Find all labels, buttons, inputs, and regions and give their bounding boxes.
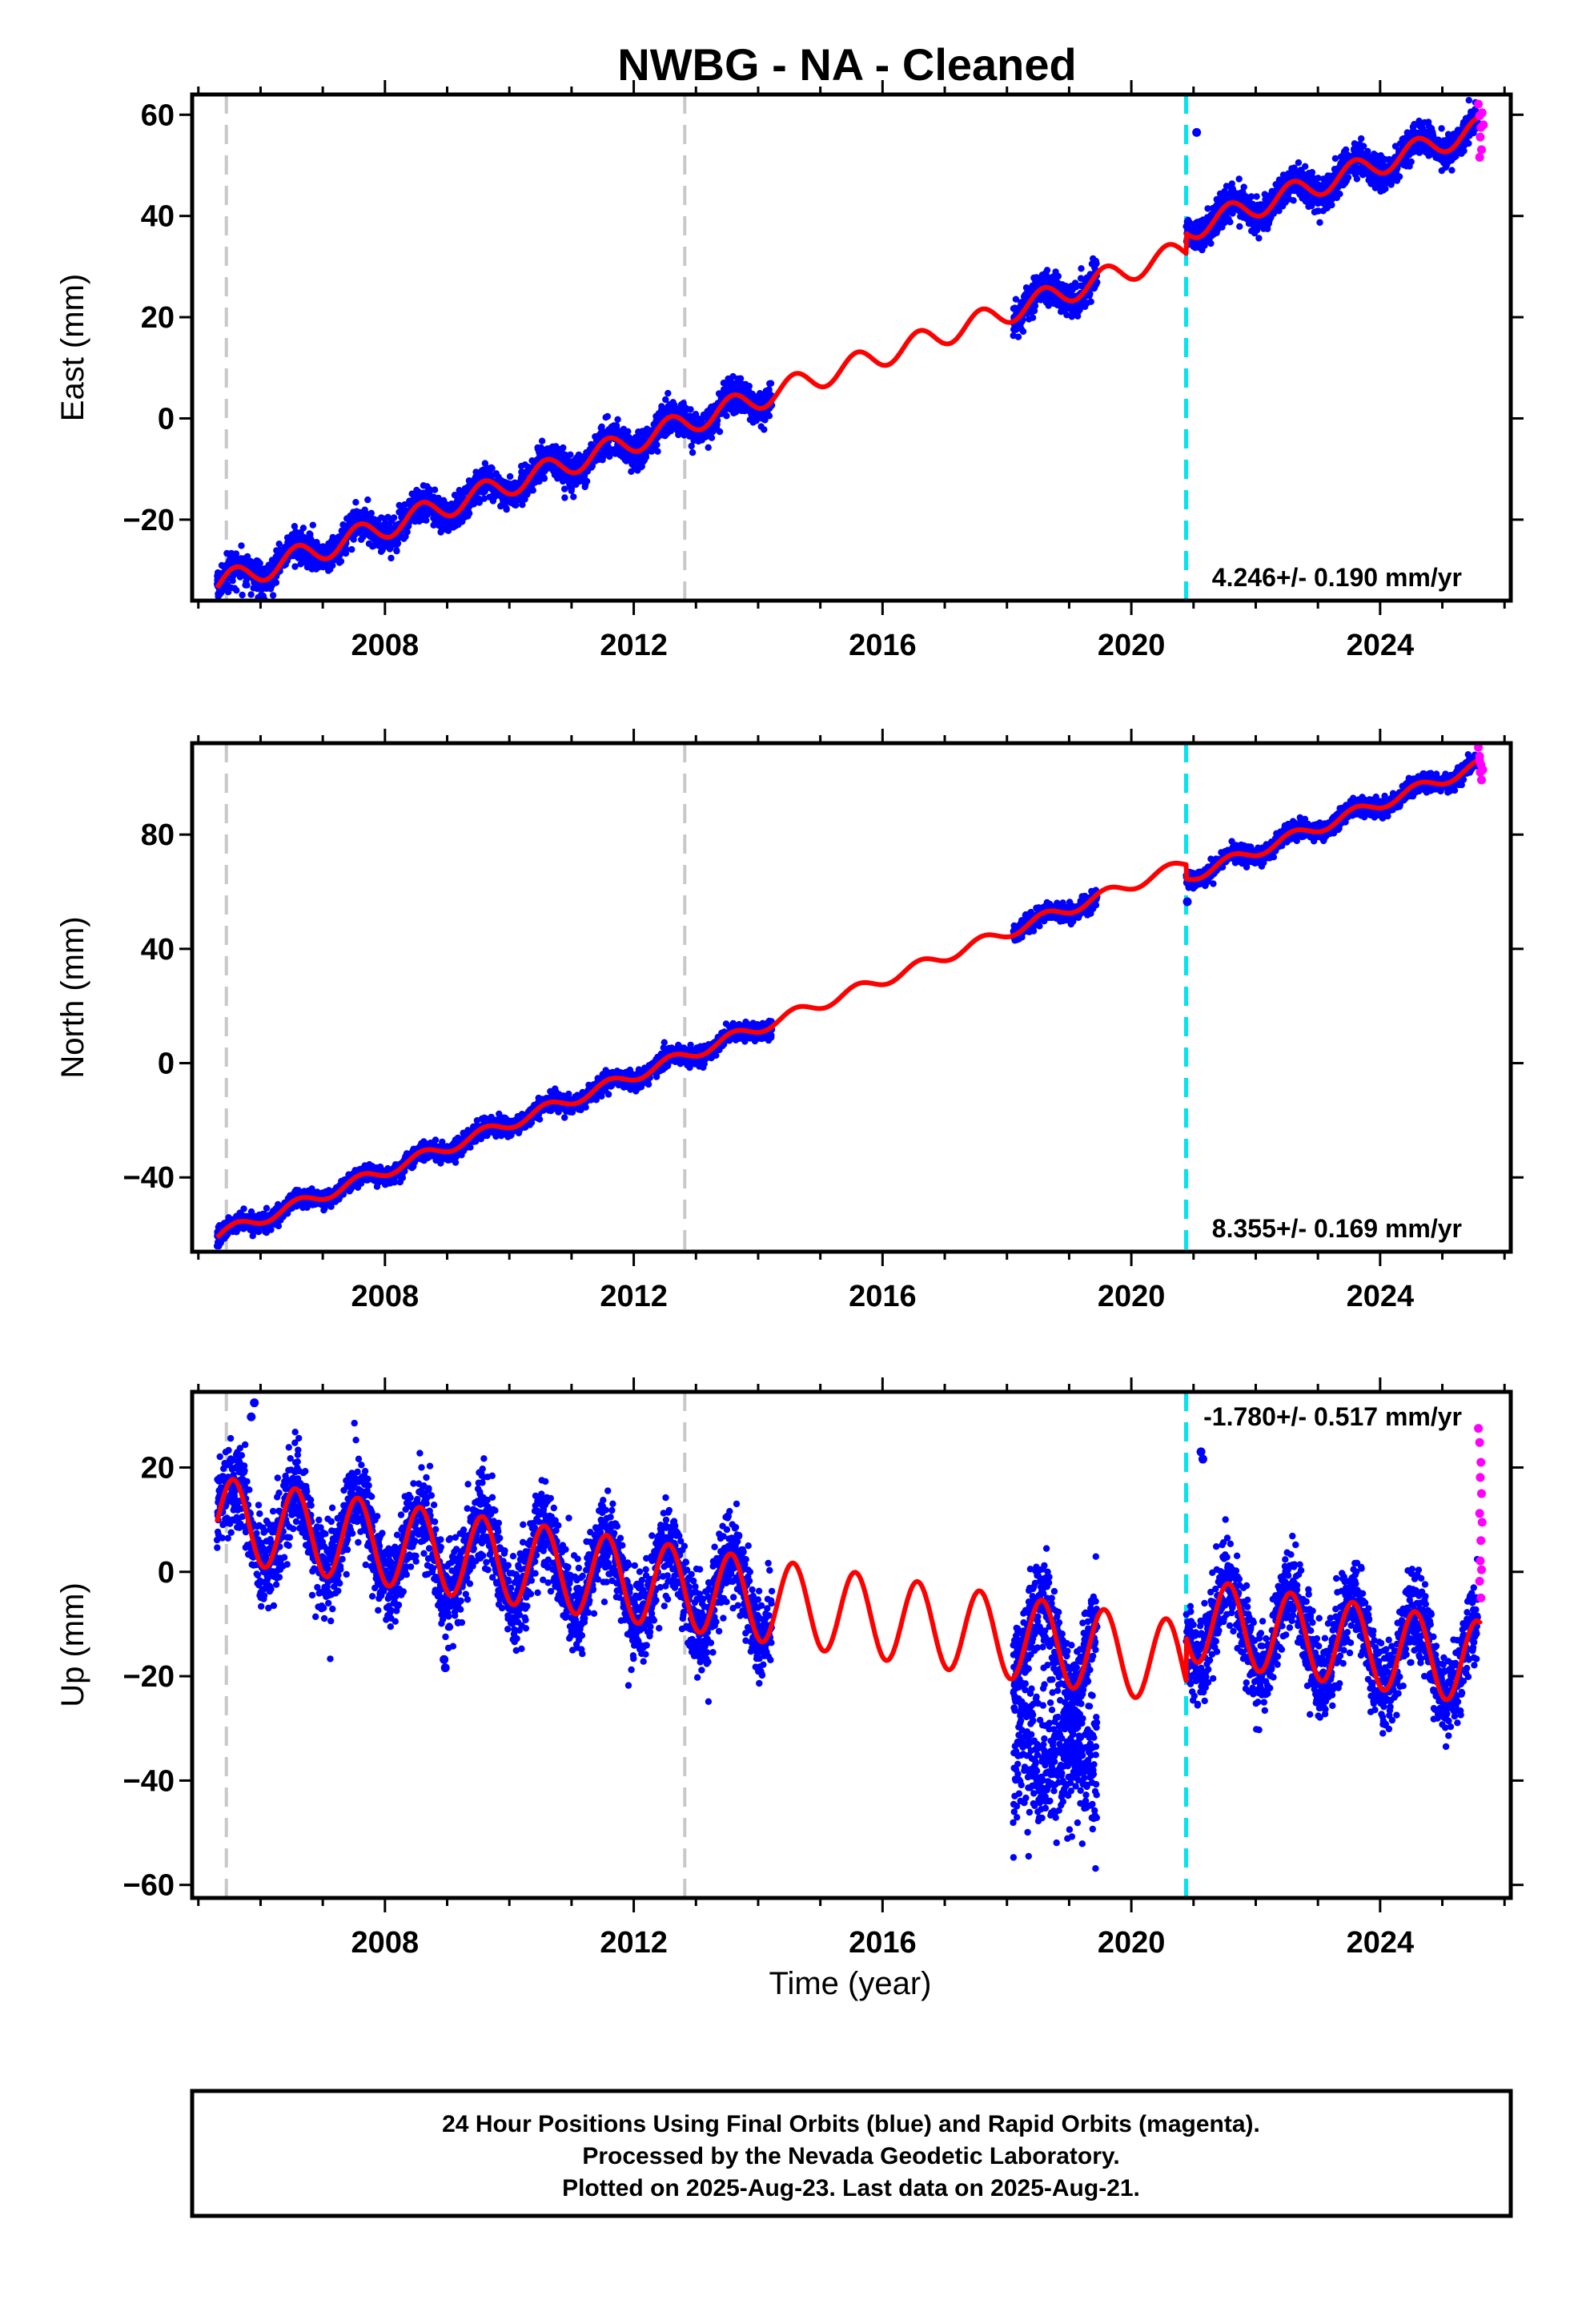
rapid-orbit-point xyxy=(1476,145,1486,155)
rapid-orbit-point xyxy=(1476,1473,1485,1482)
x-tick-label: 2020 xyxy=(1098,629,1166,662)
panel-0: −20 0 20 40 60 2008 2012 2016 2020 2024 East (mm) 4… xyxy=(55,80,1524,662)
x-tick-label: 2008 xyxy=(351,1280,420,1313)
outlier-point xyxy=(1192,127,1202,137)
velocity-label: 8.355+/- 0.169 mm/yr xyxy=(1212,1214,1462,1243)
outlier-point xyxy=(440,1655,449,1664)
x-tick-label: 2024 xyxy=(1347,1926,1415,1960)
x-tick-label: 2016 xyxy=(849,1926,917,1960)
rapid-orbit-point xyxy=(1476,1458,1486,1467)
y-axis-label: East (mm) xyxy=(55,274,90,421)
footer-line-3: Plotted on 2025-Aug-23. Last data on 202… xyxy=(562,2175,1140,2201)
outlier-point xyxy=(1196,1447,1206,1457)
y-tick-label: 20 xyxy=(141,301,175,335)
y-axis-label: North (mm) xyxy=(55,916,90,1078)
x-tick-label: 2016 xyxy=(849,1280,917,1313)
panels-group: −20 0 20 40 60 2008 2012 2016 2020 2024 East (mm) 4… xyxy=(55,80,1524,1960)
rapid-orbit-point xyxy=(1475,756,1484,766)
x-tick-label: 2008 xyxy=(351,629,420,662)
y-tick-label: 20 xyxy=(141,1451,175,1485)
y-tick-label: −60 xyxy=(123,1869,175,1903)
y-tick-label: 60 xyxy=(141,99,175,132)
footer-line-2: Processed by the Nevada Geodetic Laborat… xyxy=(582,2143,1119,2169)
rapid-orbit-point xyxy=(1476,1565,1486,1574)
x-tick-label: 2024 xyxy=(1347,1280,1415,1313)
outlier-point xyxy=(1182,897,1192,907)
outlier-point xyxy=(440,1663,450,1673)
model-curve xyxy=(215,1477,1484,1703)
chart-title: NWBG - NA - Cleaned xyxy=(617,39,1076,90)
panel-frame xyxy=(190,92,1513,603)
rapid-orbit-point xyxy=(1474,99,1484,109)
y-tick-label: 40 xyxy=(141,933,175,967)
y-tick-label: 0 xyxy=(158,1556,175,1590)
x-tick-label: 2020 xyxy=(1098,1280,1166,1313)
final-orbit-points xyxy=(213,96,1481,601)
rapid-orbit-point xyxy=(1479,120,1488,130)
rapid-orbit-point xyxy=(1474,743,1484,752)
rapid-orbit-point xyxy=(1474,1424,1484,1433)
outlier-point xyxy=(1198,1454,1207,1464)
y-tick-label: 80 xyxy=(141,818,175,852)
rapid-orbit-point xyxy=(1477,108,1487,118)
plot-area xyxy=(213,743,1488,1252)
x-tick-label: 2012 xyxy=(600,1280,668,1313)
rapid-orbit-point xyxy=(1476,1489,1486,1498)
rapid-orbit-point xyxy=(1475,152,1484,162)
rapid-orbit-point xyxy=(1476,1536,1486,1546)
rapid-orbit-point xyxy=(1476,1593,1486,1602)
final-orbit-points xyxy=(213,751,1481,1250)
footer-line-1: 24 Hour Positions Using Final Orbits (bl… xyxy=(442,2111,1260,2137)
final-orbit-points xyxy=(213,1419,1481,1872)
y-tick-label: 40 xyxy=(141,200,175,234)
x-axis-label: Time (year) xyxy=(769,1966,932,2001)
y-tick-label: −20 xyxy=(123,1660,175,1694)
footer-box xyxy=(190,2089,1513,2218)
rapid-orbit-point xyxy=(1475,1509,1484,1518)
velocity-label: -1.780+/- 0.517 mm/yr xyxy=(1203,1402,1462,1431)
x-tick-label: 2012 xyxy=(600,629,668,662)
panel-1: −40 0 40 80 2008 2012 2016 2020 2024 North (mm) 8.… xyxy=(55,729,1524,1313)
outlier-point xyxy=(247,1412,256,1421)
x-tick-label: 2008 xyxy=(351,1926,420,1960)
x-tick-label: 2024 xyxy=(1347,629,1415,662)
x-tick-label: 2020 xyxy=(1098,1926,1166,1960)
velocity-label: 4.246+/- 0.190 mm/yr xyxy=(1212,563,1462,592)
y-axis-label: Up (mm) xyxy=(55,1582,90,1707)
panel-2: −60 −40 −20 0 20 2008 2012 2016 2020 2024 Up (mm) -… xyxy=(55,1377,1524,1960)
panel-frame xyxy=(190,1389,1513,1900)
rapid-orbit-point xyxy=(1475,1577,1484,1586)
rapid-orbit-point xyxy=(1476,132,1485,142)
model-curve xyxy=(215,114,1483,589)
model-curve xyxy=(215,756,1483,1240)
y-tick-label: −20 xyxy=(123,504,175,537)
y-tick-label: 0 xyxy=(158,1047,175,1081)
outlier-point xyxy=(250,1398,259,1408)
y-tick-label: −40 xyxy=(123,1764,175,1798)
rapid-orbit-point xyxy=(1477,1518,1487,1527)
x-tick-label: 2012 xyxy=(600,1926,668,1960)
rapid-orbit-point xyxy=(1475,1437,1484,1447)
plot-area xyxy=(213,94,1488,601)
y-tick-label: 0 xyxy=(158,402,175,436)
plot-area xyxy=(213,1392,1487,1898)
rapid-orbit-point xyxy=(1476,1556,1485,1566)
rapid-orbit-point xyxy=(1478,765,1488,774)
rapid-orbit-point xyxy=(1476,775,1486,785)
y-tick-label: −40 xyxy=(123,1161,175,1195)
x-tick-label: 2016 xyxy=(849,629,917,662)
panel-frame xyxy=(190,741,1513,1254)
